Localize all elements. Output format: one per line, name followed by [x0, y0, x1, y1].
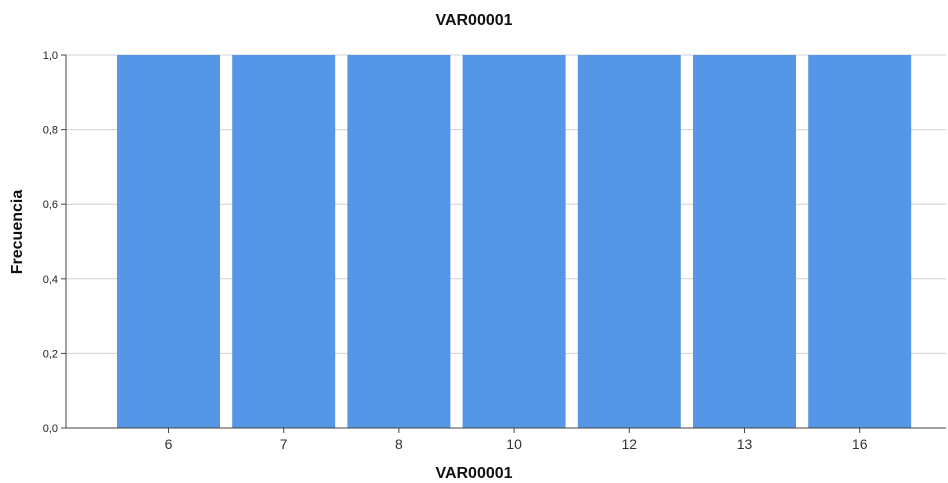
y-tick-label: 1,0	[43, 50, 58, 62]
x-axis-label: VAR00001	[435, 465, 513, 482]
x-tick-label: 16	[852, 436, 868, 452]
y-tick-label: 0,6	[43, 199, 58, 211]
x-tick-label: 13	[737, 436, 753, 452]
bar	[693, 55, 796, 428]
x-tick-label: 12	[622, 436, 638, 452]
y-tick-label: 0,8	[43, 125, 58, 137]
bar	[232, 55, 336, 428]
x-tick-label: 7	[280, 436, 288, 452]
bar	[462, 55, 566, 428]
x-tick-label: 10	[506, 436, 522, 452]
bar	[347, 55, 451, 428]
x-tick-label: 8	[395, 436, 403, 452]
chart-title: VAR00001	[435, 12, 513, 29]
x-tick-label: 6	[165, 436, 173, 452]
bar	[117, 55, 220, 428]
bar	[808, 55, 912, 428]
bar	[577, 55, 681, 428]
y-tick-label: 0,2	[43, 348, 58, 360]
y-tick-label: 0,4	[43, 274, 58, 286]
y-tick-label: 0,0	[43, 423, 58, 435]
